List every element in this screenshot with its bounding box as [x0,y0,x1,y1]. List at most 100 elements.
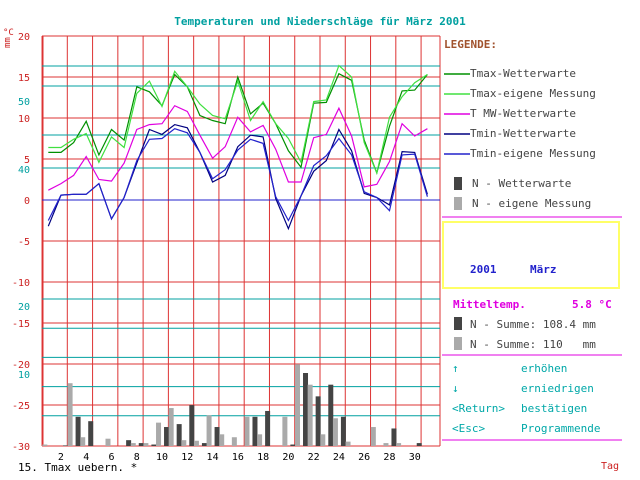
control-action: erniedrigen [521,382,594,395]
precip-bar [257,434,263,446]
average-temp-label: Mitteltemp. [453,298,526,311]
x-tick-label: 6 [108,452,114,463]
precip-bar [130,443,136,446]
precip-bar [156,422,162,446]
temperature-lines [47,64,428,231]
precip-tick-label: 10 [18,370,30,381]
precip-bar [244,416,250,446]
precip-bar [143,443,149,446]
x-tick-label: 28 [383,452,395,463]
precip-bar [214,427,220,446]
precip-bar [105,438,111,446]
precip-bar [340,416,346,446]
legend-item-label: Tmax-eigene Messung [470,87,596,100]
precip-bar [168,408,174,446]
precip-bar [88,421,94,446]
precip-tick-label: 40 [18,165,30,176]
precip-bar [201,443,207,446]
legend-title: LEGENDE: [444,38,497,51]
precipitation-bars [42,364,422,446]
precip-bar [181,440,187,446]
precip-bar [295,364,301,446]
precip-bar [206,415,212,446]
date-panel: 2001 März [442,221,620,289]
legend-bar-swatch [454,197,462,210]
legend-item-label: T MW-Wetterwarte [470,107,576,120]
precip-bar [290,444,296,446]
precip-bar [80,437,86,446]
precip-bar [231,437,237,446]
temp-tick-label: 15 [18,73,30,84]
temp-tick-label: 0 [24,196,30,207]
precip-bar [176,424,182,446]
temp-tick-label: 20 [18,32,30,43]
temp-tick-label: -20 [12,360,30,371]
precip-bar [151,444,157,446]
temp-tick-label: 5 [24,155,30,166]
x-tick-label: 2 [58,452,64,463]
precip-tick-label: 50 [18,97,30,108]
x-tick-label: 26 [358,452,370,463]
legend-item-label: Tmax-Wetterwarte [470,67,576,80]
temp-series-line [47,128,428,222]
precip-bar [370,427,376,446]
temp-tick-label: -5 [18,237,30,248]
control-action: Programmende [521,422,601,435]
x-tick-label: 16 [232,452,244,463]
precip-bar [396,443,402,446]
precip-bar [252,416,258,446]
legend-item-label: N - Wetterwarte [472,177,572,190]
temp-tick-label: -15 [12,319,30,330]
status-line: 15. Tmax uebern. * [18,461,138,474]
precip-bar [219,434,225,446]
control-action: erhöhen [521,362,568,375]
x-tick-label: 20 [282,452,294,463]
x-tick-label: 14 [207,452,219,463]
precip-bar [189,405,195,446]
precip-bar [75,416,81,446]
precip-bar [320,434,326,446]
precip-bar [328,384,334,446]
x-tick-label: 4 [83,452,89,463]
control-key: ↓ [452,382,459,395]
control-action: bestätigen [521,402,588,415]
temp-tick-label: 10 [18,114,30,125]
precip-bar [416,443,422,446]
precip-bar [193,440,199,446]
precip-bar [303,373,309,446]
precip-bar [282,416,288,446]
x-axis-label: Tag [601,461,620,472]
average-temp-value: 5.8 °C [572,298,612,311]
precip-bar [345,441,351,446]
precip-bar [126,440,132,446]
precip-bar [307,384,313,446]
precip-sum-wetterwarte: N - Summe: 108.4 mm [470,318,596,331]
precip-sum-eigene: N - Summe: 110 mm [470,338,596,351]
temp-series-line [48,104,428,191]
precip-bar [315,396,321,446]
precip-bar [42,444,48,446]
precip-bar [62,445,68,446]
date-year: 2001 [470,263,497,276]
legend-item-label: Tmin-eigene Messung [470,147,596,160]
temp-tick-label: -10 [12,278,30,289]
x-tick-label: 30 [409,452,421,463]
precip-bar [164,427,170,446]
precip-tick-label: 20 [18,302,30,313]
x-tick-label: 22 [308,452,320,463]
x-tick-label: 10 [156,452,168,463]
temp-unit-label: °C [3,28,14,38]
horizontal-gridlines [42,35,440,447]
precip-bar [265,410,271,446]
precip-bar [67,383,73,446]
temp-tick-label: -30 [12,442,30,453]
sum-swatch-wetterwarte [454,317,462,330]
legend-markers [444,73,470,350]
date-month: März [530,263,557,276]
sum-swatch-eigene [454,337,462,350]
precip-bar [332,418,338,446]
x-tick-label: 18 [257,452,269,463]
control-key: <Esc> [452,422,486,435]
control-key: ↑ [452,362,459,375]
